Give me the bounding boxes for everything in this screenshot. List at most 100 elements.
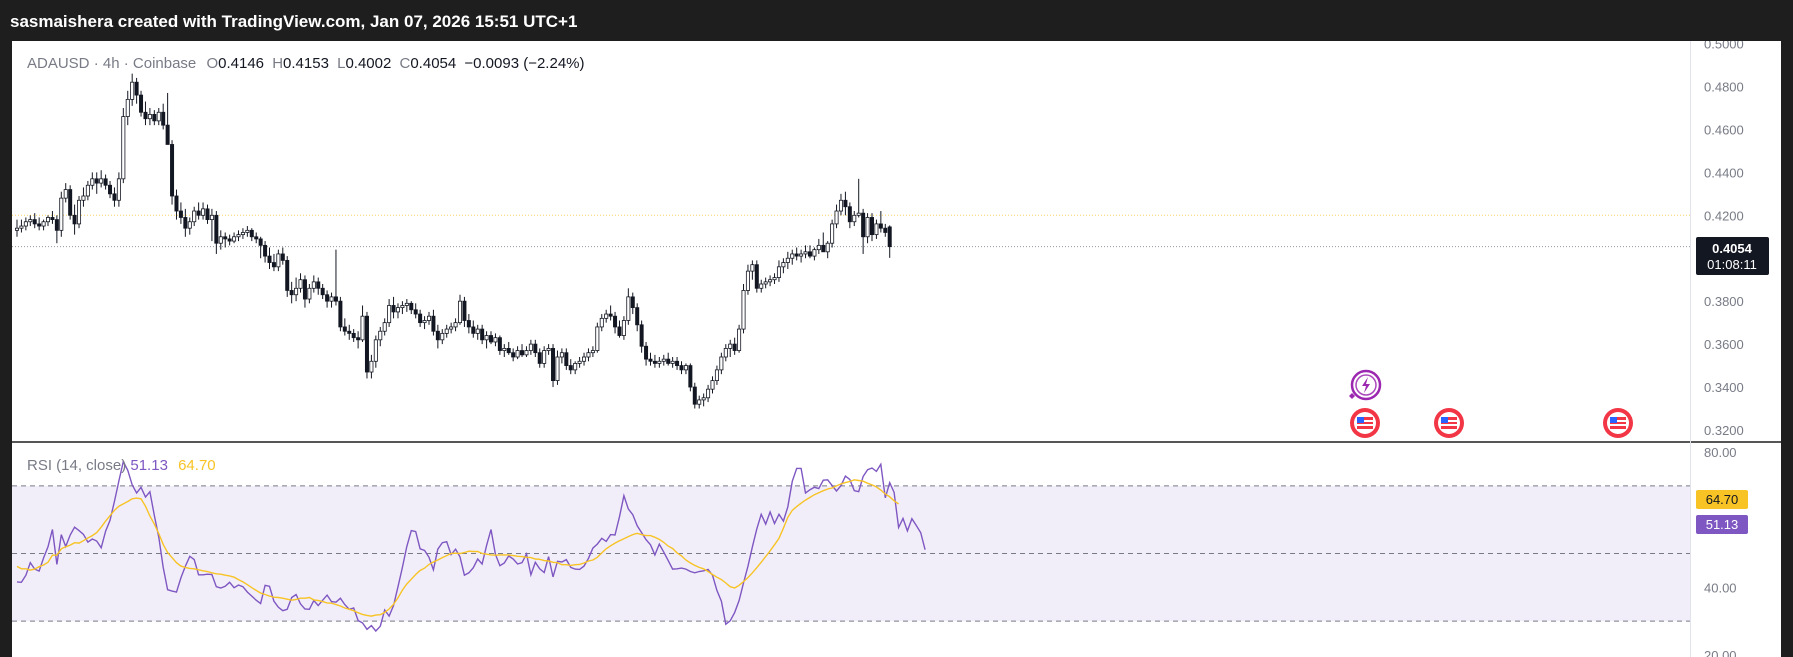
candle-body	[418, 313, 423, 324]
candle-body	[621, 320, 626, 336]
rsi-label[interactable]: RSI (14, close)	[27, 457, 127, 474]
candle	[23, 217, 28, 231]
candle	[271, 253, 276, 272]
candle	[196, 202, 201, 220]
candle	[404, 299, 409, 312]
candle-body	[887, 226, 892, 248]
candle	[364, 311, 369, 379]
event-markers[interactable]	[1349, 369, 1633, 438]
candle	[409, 301, 414, 315]
candle-body	[542, 350, 547, 364]
candle-body	[161, 111, 166, 126]
us-flag-event-icon[interactable]	[1434, 408, 1464, 438]
high-value: 0.4153	[283, 55, 329, 72]
candle-body	[489, 335, 494, 343]
candle	[723, 344, 728, 362]
candle	[692, 382, 697, 409]
rsi-pane	[12, 485, 1690, 622]
candle	[54, 215, 59, 244]
candle-body	[568, 365, 573, 371]
candle-body	[453, 322, 458, 328]
candle-body	[99, 178, 104, 184]
candle-body	[134, 81, 139, 96]
price-tick-label: 0.3800	[1704, 294, 1744, 309]
candle-body	[280, 253, 285, 261]
open-value: 0.4146	[218, 55, 265, 72]
candle	[214, 211, 219, 254]
candle	[630, 292, 635, 315]
candle-body	[768, 279, 773, 283]
rsi-legend[interactable]: RSI (14, close) 51.13 64.70	[27, 457, 216, 474]
candle	[590, 346, 595, 357]
flash-event-icon[interactable]	[1349, 369, 1382, 401]
candle	[116, 172, 121, 207]
chart-canvas[interactable]: 0.50000.48000.46000.44000.42000.40000.38…	[12, 41, 1781, 657]
candle	[227, 234, 232, 246]
symbol-name[interactable]: ADAUSD	[27, 55, 90, 72]
candle-body	[196, 210, 201, 216]
candle-body	[856, 212, 861, 216]
candle	[484, 331, 489, 349]
candle-body	[803, 251, 808, 255]
candle-body	[670, 360, 675, 364]
candle	[294, 277, 299, 302]
candle-body	[630, 296, 635, 309]
us-flag-event-icon[interactable]	[1603, 408, 1633, 438]
candle-body	[719, 356, 724, 371]
candle	[19, 219, 24, 233]
candle-body	[413, 309, 418, 315]
price-axis[interactable]: 0.50000.48000.46000.44000.42000.40000.38…	[1704, 41, 1744, 438]
candle	[852, 211, 857, 227]
candle-body	[520, 350, 525, 356]
candle-body	[679, 365, 684, 371]
candle-body	[466, 320, 471, 328]
candle	[489, 331, 494, 345]
candle-body	[484, 335, 489, 341]
candle-body	[85, 184, 90, 197]
candle-body	[869, 217, 874, 236]
candle-body	[564, 352, 569, 366]
candle	[644, 341, 649, 366]
candle	[847, 202, 852, 229]
candle	[816, 238, 821, 254]
candle-body	[333, 296, 338, 302]
candle	[861, 208, 866, 254]
open-label: O	[206, 55, 219, 72]
candle-body	[201, 208, 206, 216]
candle-body	[28, 219, 33, 223]
candle	[316, 277, 321, 295]
candle-body	[683, 365, 688, 371]
candle	[280, 247, 285, 265]
legend-separator: ·	[123, 55, 129, 72]
candle	[32, 213, 37, 229]
candle	[874, 219, 879, 239]
candle-body	[604, 313, 609, 319]
interval[interactable]: 4h	[102, 55, 120, 72]
candle-body	[462, 300, 467, 321]
candle-body	[449, 326, 454, 330]
candle-body	[156, 111, 161, 122]
candle	[28, 215, 33, 227]
exchange[interactable]: Coinbase	[132, 55, 197, 72]
candle	[391, 296, 396, 319]
candle-body	[338, 300, 343, 328]
candle-body	[471, 326, 476, 334]
candle	[582, 352, 587, 366]
candle-body	[19, 225, 24, 229]
rsi-value-tag: 51.13	[1696, 515, 1748, 534]
candle	[652, 354, 657, 368]
candle-body	[613, 315, 618, 328]
candle-body	[205, 208, 210, 221]
candle	[378, 326, 383, 347]
candle-body	[559, 352, 564, 358]
price-tick-label: 0.3600	[1704, 337, 1744, 352]
candle-body	[342, 326, 347, 332]
candle-body	[577, 360, 582, 364]
symbol-legend[interactable]: ADAUSD · 4h · Coinbase O0.4146 H0.4153 L…	[27, 55, 585, 72]
us-flag-event-icon[interactable]	[1350, 408, 1380, 438]
candle-body	[524, 350, 529, 356]
candle	[807, 245, 812, 259]
candle	[781, 258, 786, 274]
candle-body	[422, 320, 427, 324]
